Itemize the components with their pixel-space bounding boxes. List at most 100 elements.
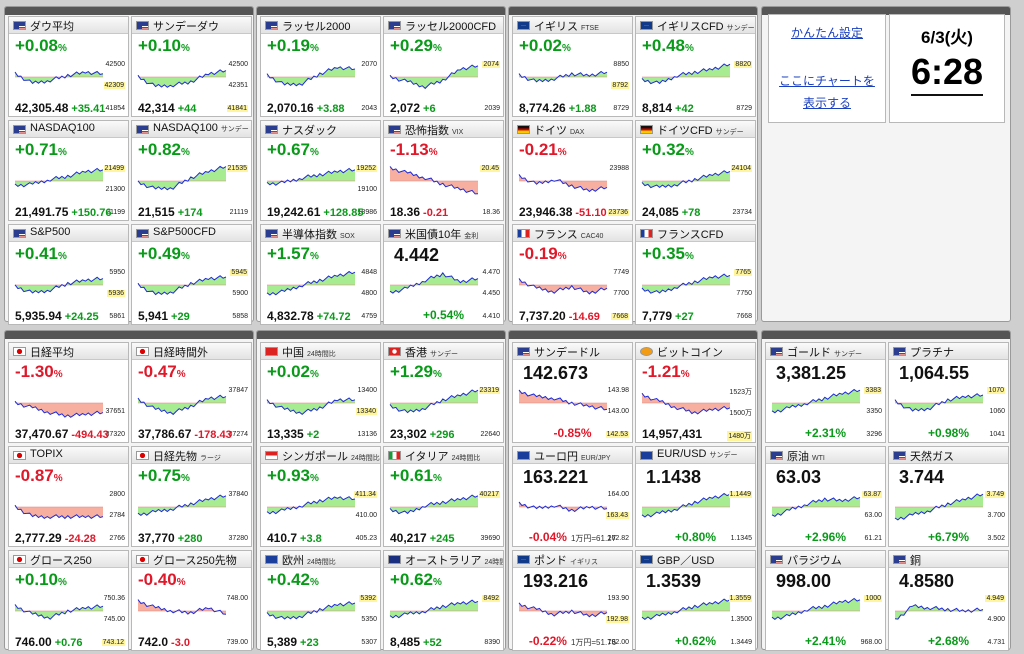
market-tile[interactable]: フランスCFD +0.35% 7765 7750 7668 7,779 +27 — [635, 224, 756, 325]
market-tile[interactable]: イギリス FTSE +0.02% 8850 8792 8729 8,774.26 +1.88 — [512, 16, 633, 117]
uk-flag-icon — [640, 555, 653, 564]
market-tile[interactable]: ドイツ DAX -0.21% 23988 23736 23,946.38 -51.10 — [512, 120, 633, 221]
current-price: 24,085 +78 — [642, 205, 701, 219]
market-tile[interactable]: 日経平均 -1.30% 37651 37320 37,470.67 -494.43 — [8, 342, 129, 443]
market-tile[interactable]: ゴールド サンデー 3,381.25 3383 3350 3296 +2.31% — [765, 342, 886, 443]
current-price: 742.0 -3.0 — [138, 635, 190, 649]
us-flag-icon — [388, 125, 401, 134]
market-tile[interactable]: 香港 サンデー +1.29% 23319 22640 23,302 +296 — [383, 342, 504, 443]
market-tile[interactable]: フランス CAC40 -0.19% 7749 7700 7668 7,737.20 -14.6… — [512, 224, 633, 325]
show-chart-link-line2[interactable]: 表示する — [802, 96, 851, 110]
market-tile[interactable]: GBP／USD 1.3539 1.3559 1.3500 1.3449 +0.62% — [635, 550, 756, 651]
market-tile[interactable]: 日経時間外 -0.47% 37847 37274 37,786.67 -178.43 — [131, 342, 252, 443]
y-axis-label: 4.900 — [987, 616, 1005, 623]
chart-line — [14, 504, 104, 520]
mini-chart: 4848 4800 4759 — [263, 263, 379, 323]
change-percent: +2.68% — [927, 634, 970, 648]
market-tile[interactable]: EUR/USD サンデー 1.1438 1.1449 1.1345 +0.80% — [635, 446, 756, 547]
jp-flag-icon — [136, 451, 149, 460]
market-tile[interactable]: サンデードル 142.673 143.98 143.00 142.53 -0.85% — [512, 342, 633, 443]
tile-name: 欧州 24時間比 — [282, 555, 336, 567]
y-axis-label: 37651 — [105, 408, 125, 415]
chart-area — [15, 505, 103, 519]
market-tile[interactable]: ポンド イギリス 193.216 193.90 192.98 192.00 -0.22% 1万… — [512, 550, 633, 651]
y-axis-label: 4759 — [361, 313, 377, 320]
chart-area — [519, 390, 607, 410]
us-flag-icon — [770, 451, 783, 460]
tile-header: 香港 サンデー — [384, 343, 503, 360]
market-tile[interactable]: イギリスCFD サンデー +0.48% 8820 8729 8,814 +42 — [635, 16, 756, 117]
market-tile[interactable]: 中国 24時間比 +0.02% 13400 13340 13136 13,335 +2 — [260, 342, 381, 443]
change-percent: -0.40% — [138, 570, 186, 589]
tile-header: グロース250 — [9, 551, 128, 568]
simple-settings-link[interactable]: かんたん設定 — [790, 26, 863, 40]
y-axis-label: 24104 — [730, 165, 752, 172]
tile-name: ゴールド サンデー — [787, 347, 862, 359]
us-flag-icon — [388, 21, 401, 30]
tile-header: GBP／USD — [636, 551, 755, 568]
market-tile[interactable]: 米国債10年 金利 4.442 4.470 4.450 4.410 +0.54% — [383, 224, 504, 325]
y-axis-label: 5350 — [361, 616, 377, 623]
market-tile[interactable]: ユーロ円 EUR/JPY 163.221 164.00 163.43 162.82 -0.0… — [512, 446, 633, 547]
tile-name: NASDAQ100 サンデー — [153, 122, 249, 134]
tile-name: 日経平均 — [30, 347, 74, 359]
y-axis-label: 4800 — [361, 290, 377, 297]
y-axis-label: 163.43 — [605, 512, 629, 519]
clock-panel: 6/3(火) 6:28 — [889, 14, 1005, 123]
market-tile[interactable]: パラジウム 998.00 1000 968.00 +2.41% — [765, 550, 886, 651]
de-flag-icon — [517, 125, 530, 134]
market-tile[interactable]: オーストラリア24時間比 +0.62% 8492 8390 8,485+52 — [383, 550, 504, 651]
show-chart-link-line1[interactable]: ここにチャートを — [779, 74, 875, 88]
mini-chart: 2074 2039 — [386, 55, 502, 115]
y-axis-label: 1.1345 — [730, 535, 752, 542]
market-tile[interactable]: グロース250先物 -0.40% 748.00 739.00 742.0 -3.0 — [131, 550, 252, 651]
chart-area — [267, 66, 355, 86]
mini-chart: 23319 22640 — [386, 381, 502, 441]
market-tile[interactable]: グロース250 +0.10% 750.36 745.00 743.12 746.00 +0.… — [8, 550, 129, 651]
jp-flag-icon — [136, 347, 149, 356]
change-percent: +0.35% — [642, 244, 694, 263]
market-tile[interactable]: S&P500CFD +0.49% 5945 5900 5858 5,941 +29 — [131, 224, 252, 325]
tile-name: パラジウム — [787, 555, 842, 567]
price-change: +150.76 — [71, 207, 112, 219]
market-tile[interactable]: ドイツCFD サンデー +0.32% 24104 23734 24,085 +78 — [635, 120, 756, 221]
change-percent: +0.10% — [138, 36, 190, 55]
chart-line — [389, 272, 479, 294]
market-tile[interactable]: ラッセル2000CFD +0.29% 2074 2039 2,072 +6 — [383, 16, 504, 117]
market-tile[interactable]: NASDAQ100 +0.71% 21499 21300 21199 21,491.75 +… — [8, 120, 129, 221]
market-tile[interactable]: サンデーダウ +0.10% 42500 42351 41841 42,314 +44 — [131, 16, 252, 117]
market-tile[interactable]: TOPIX -0.87% 2800 2784 2766 2,777.29 -24.28 — [8, 446, 129, 547]
hk-flag-icon — [388, 347, 401, 356]
market-tile[interactable]: 原油 WTI 63.03 63.87 63.00 61.21 +2.96% — [765, 446, 886, 547]
market-tile[interactable]: 半導体指数 SOX +1.57% 4848 4800 4759 4,832.78 +74.72 — [260, 224, 381, 325]
market-tile[interactable]: 恐怖指数 VIX -1.13% 20.45 18.36 18.36 -0.21 — [383, 120, 504, 221]
mini-chart: 5950 5936 5861 — [11, 263, 127, 323]
market-tile[interactable]: ラッセル2000 +0.19% 2070 2043 2,070.16 +3.88 — [260, 16, 381, 117]
market-tile[interactable]: プラチナ 1,064.55 1070 1060 1041 +0.98% — [888, 342, 1009, 443]
market-tile[interactable]: 欧州 24時間比 +0.42% 5392 5350 5307 5,389 +23 — [260, 550, 381, 651]
market-tile[interactable]: シンガポール 24時間比 +0.93% 411.34 410.00 405.23 410.7… — [260, 446, 381, 547]
market-tile[interactable]: 銅 4.8580 4.949 4.900 4.731 +2.68% — [888, 550, 1009, 651]
chart-line — [518, 389, 608, 411]
change-percent: +0.10% — [15, 570, 67, 589]
market-tile[interactable]: 日経先物 ラージ +0.75% 37840 37280 37,770 +280 — [131, 446, 252, 547]
mini-chart: 20.45 18.36 — [386, 159, 502, 219]
current-value: 142.673 — [523, 363, 589, 383]
market-tile[interactable]: イタリア 24時間比 +0.61% 40217 39690 40,217 +245 — [383, 446, 504, 547]
market-tile[interactable]: 天然ガス 3.744 3.749 3.700 3.502 +6.79% — [888, 446, 1009, 547]
current-price: 410.7 +3.8 — [267, 531, 322, 545]
market-tile[interactable]: ダウ平均 +0.08% 42500 42309 41854 42,305.48 +35.41 — [8, 16, 129, 117]
price-change: +29 — [171, 311, 190, 323]
market-tile[interactable]: ナスダック +0.67% 19252 19100 18986 19,242.61 +128.… — [260, 120, 381, 221]
mini-chart: 5945 5900 5858 — [134, 263, 250, 323]
y-axis-label: 42500 — [105, 61, 125, 68]
price-change: +27 — [675, 311, 694, 323]
market-tile[interactable]: NASDAQ100 サンデー +0.82% 21535 21119 21,515 +174 — [131, 120, 252, 221]
us-flag-icon — [893, 347, 906, 356]
us-flag-icon — [770, 347, 783, 356]
market-tile[interactable]: ビットコイン -1.21% 1523万 1500万 1480万 14,957,431 — [635, 342, 756, 443]
y-axis-label: 2070 — [361, 61, 377, 68]
mini-chart: 164.00 163.43 162.82 — [515, 485, 631, 545]
mini-chart: 748.00 739.00 — [134, 589, 250, 649]
market-tile[interactable]: S&P500 +0.41% 5950 5936 5861 5,935.94 +24.25 — [8, 224, 129, 325]
